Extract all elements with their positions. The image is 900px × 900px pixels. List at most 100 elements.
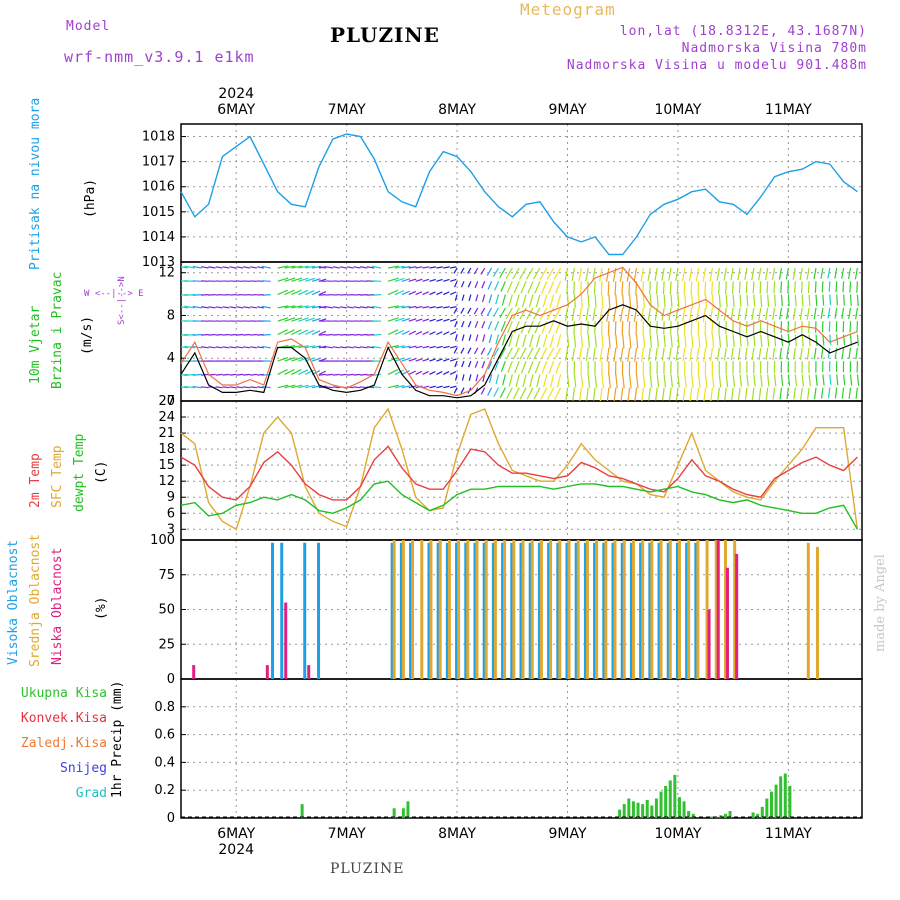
cloud-high-bar (501, 542, 505, 679)
wind-arrow (353, 386, 361, 389)
wind-arrow (765, 387, 769, 400)
wind-arrow (499, 387, 506, 398)
wind-arrow (856, 281, 858, 293)
wind-arrow (622, 294, 625, 309)
temp-2m-line (180, 445, 858, 501)
wind-arrow (387, 289, 399, 296)
wind-arrow (461, 360, 465, 368)
wind-arrow (201, 306, 209, 309)
wind-arrow (601, 334, 604, 349)
wind-arrow (353, 346, 361, 349)
wind-arrow (682, 347, 686, 362)
wind-arrow (499, 307, 506, 319)
wind-arrow (772, 347, 776, 360)
wind-arrow (744, 307, 748, 320)
wind-arrow (573, 374, 577, 388)
y-tick-label: 0.2 (154, 783, 175, 798)
wind-arrow (820, 347, 824, 359)
wind-arrow (318, 373, 327, 376)
cloud-high-bar (694, 542, 698, 679)
wind-arrow (668, 307, 672, 321)
wind-arrow (689, 307, 693, 322)
wind-arrow (181, 387, 182, 388)
wind-arrow (422, 318, 430, 322)
wind-arrow (565, 387, 569, 401)
wind-arrow (717, 387, 720, 401)
wind-arrow (772, 387, 776, 400)
y-tick-label: 9 (167, 490, 175, 505)
y-tick-label: 12 (158, 474, 175, 489)
wind-arrow (360, 333, 368, 336)
wind-arrow (565, 347, 569, 361)
wind-arrow (450, 385, 457, 389)
year-label-top: 2024 (218, 86, 254, 102)
wind-arrow (800, 281, 803, 294)
cloud-high-bar (675, 542, 679, 679)
wind-arrow (580, 281, 582, 295)
wind-arrow (222, 386, 230, 389)
wind-arrow (814, 281, 817, 293)
wind-arrow (318, 294, 326, 296)
wind-arrow (787, 294, 790, 307)
wind-arrow (495, 334, 500, 345)
wind-arrow (515, 374, 520, 387)
wind-arrow (539, 267, 548, 280)
wind-arrow (785, 307, 789, 320)
wind-arrow (778, 267, 783, 280)
wind-arrow (704, 374, 708, 389)
wind-arrow (606, 347, 610, 362)
wind-arrow (691, 294, 694, 309)
wind-arrow (668, 347, 672, 361)
wind-arrow (250, 386, 257, 389)
wind-arrow (325, 386, 333, 389)
wind-arrow (615, 334, 618, 349)
wind-arrow (785, 267, 789, 280)
y-tick-label: 21 (158, 426, 175, 441)
wind-arrow (578, 307, 582, 322)
wind-arrow (360, 266, 368, 269)
precip-bar (664, 786, 668, 818)
wind-arrow (647, 347, 651, 361)
wind-arrow (527, 281, 534, 294)
wind-arrow (215, 266, 223, 269)
wind-arrow (549, 334, 555, 348)
y-tick-label: 0 (167, 811, 175, 826)
day-label-bottom: 6MAY (217, 826, 255, 842)
wind-arrow (481, 320, 486, 329)
wind-arrow (854, 267, 858, 280)
wind-arrow (261, 265, 271, 269)
wind-arrow (751, 387, 755, 400)
wind-arrow (249, 373, 257, 376)
wind-arrow (467, 360, 472, 368)
cloud-high-bar (685, 542, 689, 679)
pressure-line (180, 133, 858, 256)
wind-arrow (461, 294, 465, 301)
wind-arrow (353, 306, 361, 309)
wind-arrow (415, 318, 423, 322)
wind-arrow (799, 347, 803, 360)
wind-arrow (753, 294, 756, 307)
wind-arrow (702, 307, 707, 322)
y-tick-label: 1017 (142, 155, 175, 170)
wind-arrow (408, 290, 417, 296)
wind-arrow (454, 374, 458, 381)
cloud-high-bar (611, 542, 615, 679)
cloud-mid-bar (806, 542, 810, 679)
cloud-high-bar (593, 542, 597, 679)
wind-arrow (436, 371, 443, 375)
wind-arrow (408, 305, 417, 309)
wind-arrow (515, 334, 520, 347)
cloud-mid-bar (668, 540, 672, 679)
wind-arrow (534, 281, 541, 294)
wind-arrow (487, 281, 493, 290)
wind-arrow (829, 294, 832, 306)
wind-arrow (738, 281, 741, 294)
wind-arrow (732, 294, 735, 308)
wind-arrow (468, 294, 472, 302)
wind-arrow (236, 346, 244, 349)
cloud-mid-bar (429, 540, 433, 679)
wind-arrow (752, 281, 755, 294)
wind-arrow (460, 267, 465, 274)
wind-arrow (500, 360, 506, 372)
wind-arrow (849, 294, 852, 306)
